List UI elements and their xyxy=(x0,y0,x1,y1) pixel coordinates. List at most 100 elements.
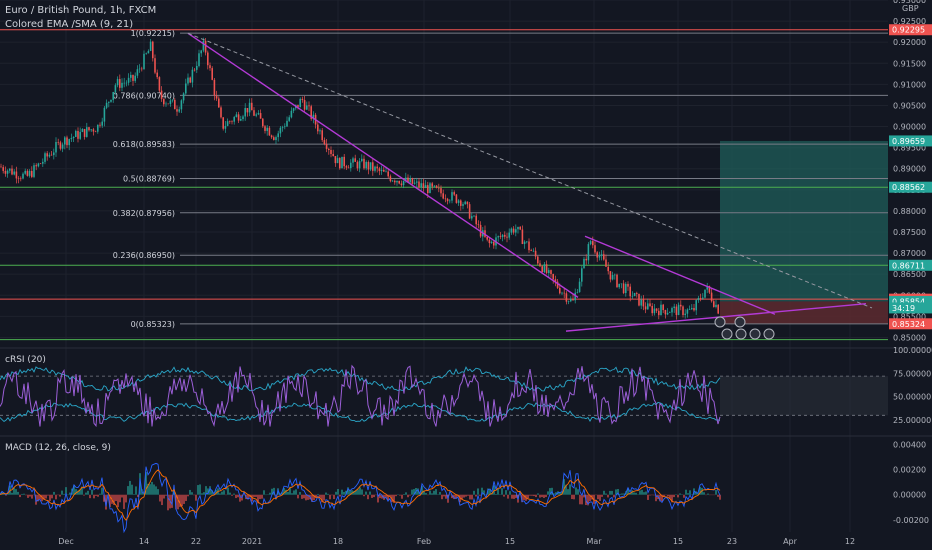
macd-histogram-bar xyxy=(615,489,617,495)
macd-histogram-bar xyxy=(19,494,21,498)
price-tick-label: 0.87000 xyxy=(893,249,926,258)
trendline-dashed[interactable] xyxy=(187,32,873,309)
macd-histogram-bar xyxy=(263,490,265,495)
candle-body xyxy=(708,285,711,293)
price-pane[interactable]: 1(0.92215) 0.786(0.90740) 0.618(0.89583) 0.… xyxy=(0,0,932,342)
macd-histogram-bar xyxy=(25,494,27,496)
macd-axis[interactable]: 0.00400 0.00200 0.00000 -0.00200 xyxy=(893,440,929,525)
candle-body xyxy=(570,298,572,302)
candle-body xyxy=(310,106,312,119)
macd-histogram-bar xyxy=(197,485,199,495)
fibonacci-retracement[interactable]: 1(0.92215) 0.786(0.90740) 0.618(0.89583) 0.… xyxy=(113,29,888,329)
time-axis[interactable]: Dec 14 22 2021 18 Feb 15 Mar 15 23 Apr 12 xyxy=(58,537,855,546)
candle-body xyxy=(607,266,609,272)
macd-histogram-bar xyxy=(89,494,91,499)
crsi-pane[interactable]: cRSI (20) 100.00000 75.00000 50.00000 25.00… xyxy=(0,346,932,428)
candle-body xyxy=(457,200,460,203)
candle-body xyxy=(523,241,526,244)
candle-body xyxy=(163,99,165,105)
macd-histogram-bar xyxy=(191,492,193,495)
crsi-axis[interactable]: 100.00000 75.00000 50.00000 25.00000 xyxy=(893,346,932,425)
macd-histogram-bar xyxy=(633,492,635,495)
macd-histogram-bar xyxy=(125,494,127,503)
price-tick-label: 0.93000 xyxy=(893,0,926,5)
economic-event-icon[interactable] xyxy=(714,316,726,328)
candle-body xyxy=(200,50,202,54)
candle-body xyxy=(9,168,11,171)
candle-body xyxy=(625,283,627,294)
candle-body xyxy=(378,168,381,172)
currency-label: GBP xyxy=(902,4,919,13)
price-axis[interactable]: 0.93000 0.92500 0.92000 0.91500 0.91000 0.905… xyxy=(893,0,926,342)
candle-body xyxy=(460,200,462,206)
macd-histogram-bar xyxy=(463,494,465,498)
candle-body xyxy=(46,153,48,157)
economic-event-icon[interactable] xyxy=(735,328,747,340)
candle-body xyxy=(108,101,110,103)
candle-body xyxy=(508,232,510,238)
candle-body xyxy=(510,228,513,233)
long-position-tool[interactable] xyxy=(720,140,888,324)
macd-histogram-bar xyxy=(581,494,583,505)
trendline-down-main[interactable] xyxy=(187,32,579,298)
macd-histogram-bar xyxy=(105,494,107,510)
candles xyxy=(0,37,719,320)
macd-histogram-bar xyxy=(377,494,379,503)
macd-histogram-bar xyxy=(647,494,649,500)
macd-histogram-bar xyxy=(645,491,647,495)
candle-body xyxy=(292,108,295,111)
trend-lines[interactable] xyxy=(187,32,873,332)
macd-histogram-bar xyxy=(257,494,259,504)
candle-body xyxy=(543,264,546,273)
candle-body xyxy=(262,118,264,127)
candle-body xyxy=(644,306,647,310)
candle-body xyxy=(468,204,471,219)
symbol-title[interactable]: Euro / British Pound, 1h, FXCM xyxy=(5,5,157,16)
macd-histogram-bar xyxy=(83,494,85,496)
trendline-lower[interactable] xyxy=(565,303,867,332)
candle-body xyxy=(158,77,161,91)
macd-histogram-bar xyxy=(597,494,599,500)
macd-histogram-bar xyxy=(209,486,211,495)
economic-event-icon[interactable] xyxy=(749,328,761,340)
trendline-upper[interactable] xyxy=(584,235,776,315)
candle-body xyxy=(229,121,231,122)
macd-histogram-bar xyxy=(101,487,103,495)
axis-corner xyxy=(888,532,932,550)
candle-body xyxy=(90,129,92,131)
macd-histogram-bar xyxy=(365,491,367,495)
macd-histogram-bar xyxy=(579,494,581,505)
candle-body xyxy=(433,185,436,187)
long-target-zone[interactable] xyxy=(720,140,888,302)
macd-histogram-bar xyxy=(73,484,75,495)
candle-body xyxy=(653,308,656,314)
economic-event-icon[interactable] xyxy=(721,328,733,340)
candle-body xyxy=(123,82,125,84)
economic-event-icon[interactable] xyxy=(734,316,746,328)
candle-body xyxy=(554,279,557,282)
macd-pane[interactable]: MACD (12, 26, close, 9) 0.004000.002000.… xyxy=(0,440,929,534)
indicator-title[interactable]: Colored EMA /SMA (9, 21) xyxy=(5,19,134,30)
macd-histogram-bar xyxy=(287,491,289,495)
macd-histogram-bar xyxy=(135,486,137,495)
candle-body xyxy=(61,144,64,149)
long-stop-zone[interactable] xyxy=(720,301,888,324)
macd-histogram-bar xyxy=(577,489,579,495)
macd-histogram-bar xyxy=(565,484,567,495)
macd-histogram-bar xyxy=(175,494,177,510)
macd-histogram-bar xyxy=(291,493,293,495)
crsi-title: cRSI (20) xyxy=(5,355,46,365)
event-markers[interactable] xyxy=(714,316,775,340)
candle-body xyxy=(110,99,112,102)
candle-body xyxy=(660,304,662,316)
candle-body xyxy=(72,136,75,138)
candle-body xyxy=(191,69,194,83)
candle-body xyxy=(647,303,649,310)
macd-histogram-bar xyxy=(583,494,585,498)
candle-body xyxy=(130,74,132,78)
candle-body xyxy=(550,270,552,274)
macd-histogram-bar xyxy=(563,479,565,495)
economic-event-icon[interactable] xyxy=(763,328,775,340)
candle-body xyxy=(693,308,695,311)
